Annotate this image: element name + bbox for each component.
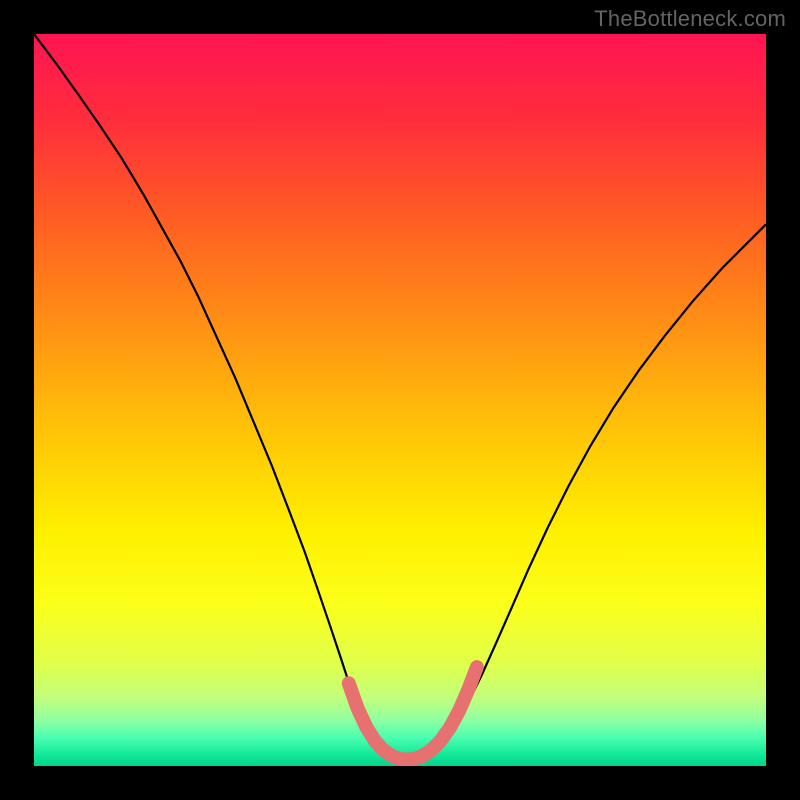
bottleneck-chart (34, 34, 766, 766)
plot-background (34, 34, 766, 766)
chart-frame: TheBottleneck.com (0, 0, 800, 800)
watermark-text: TheBottleneck.com (594, 6, 786, 32)
